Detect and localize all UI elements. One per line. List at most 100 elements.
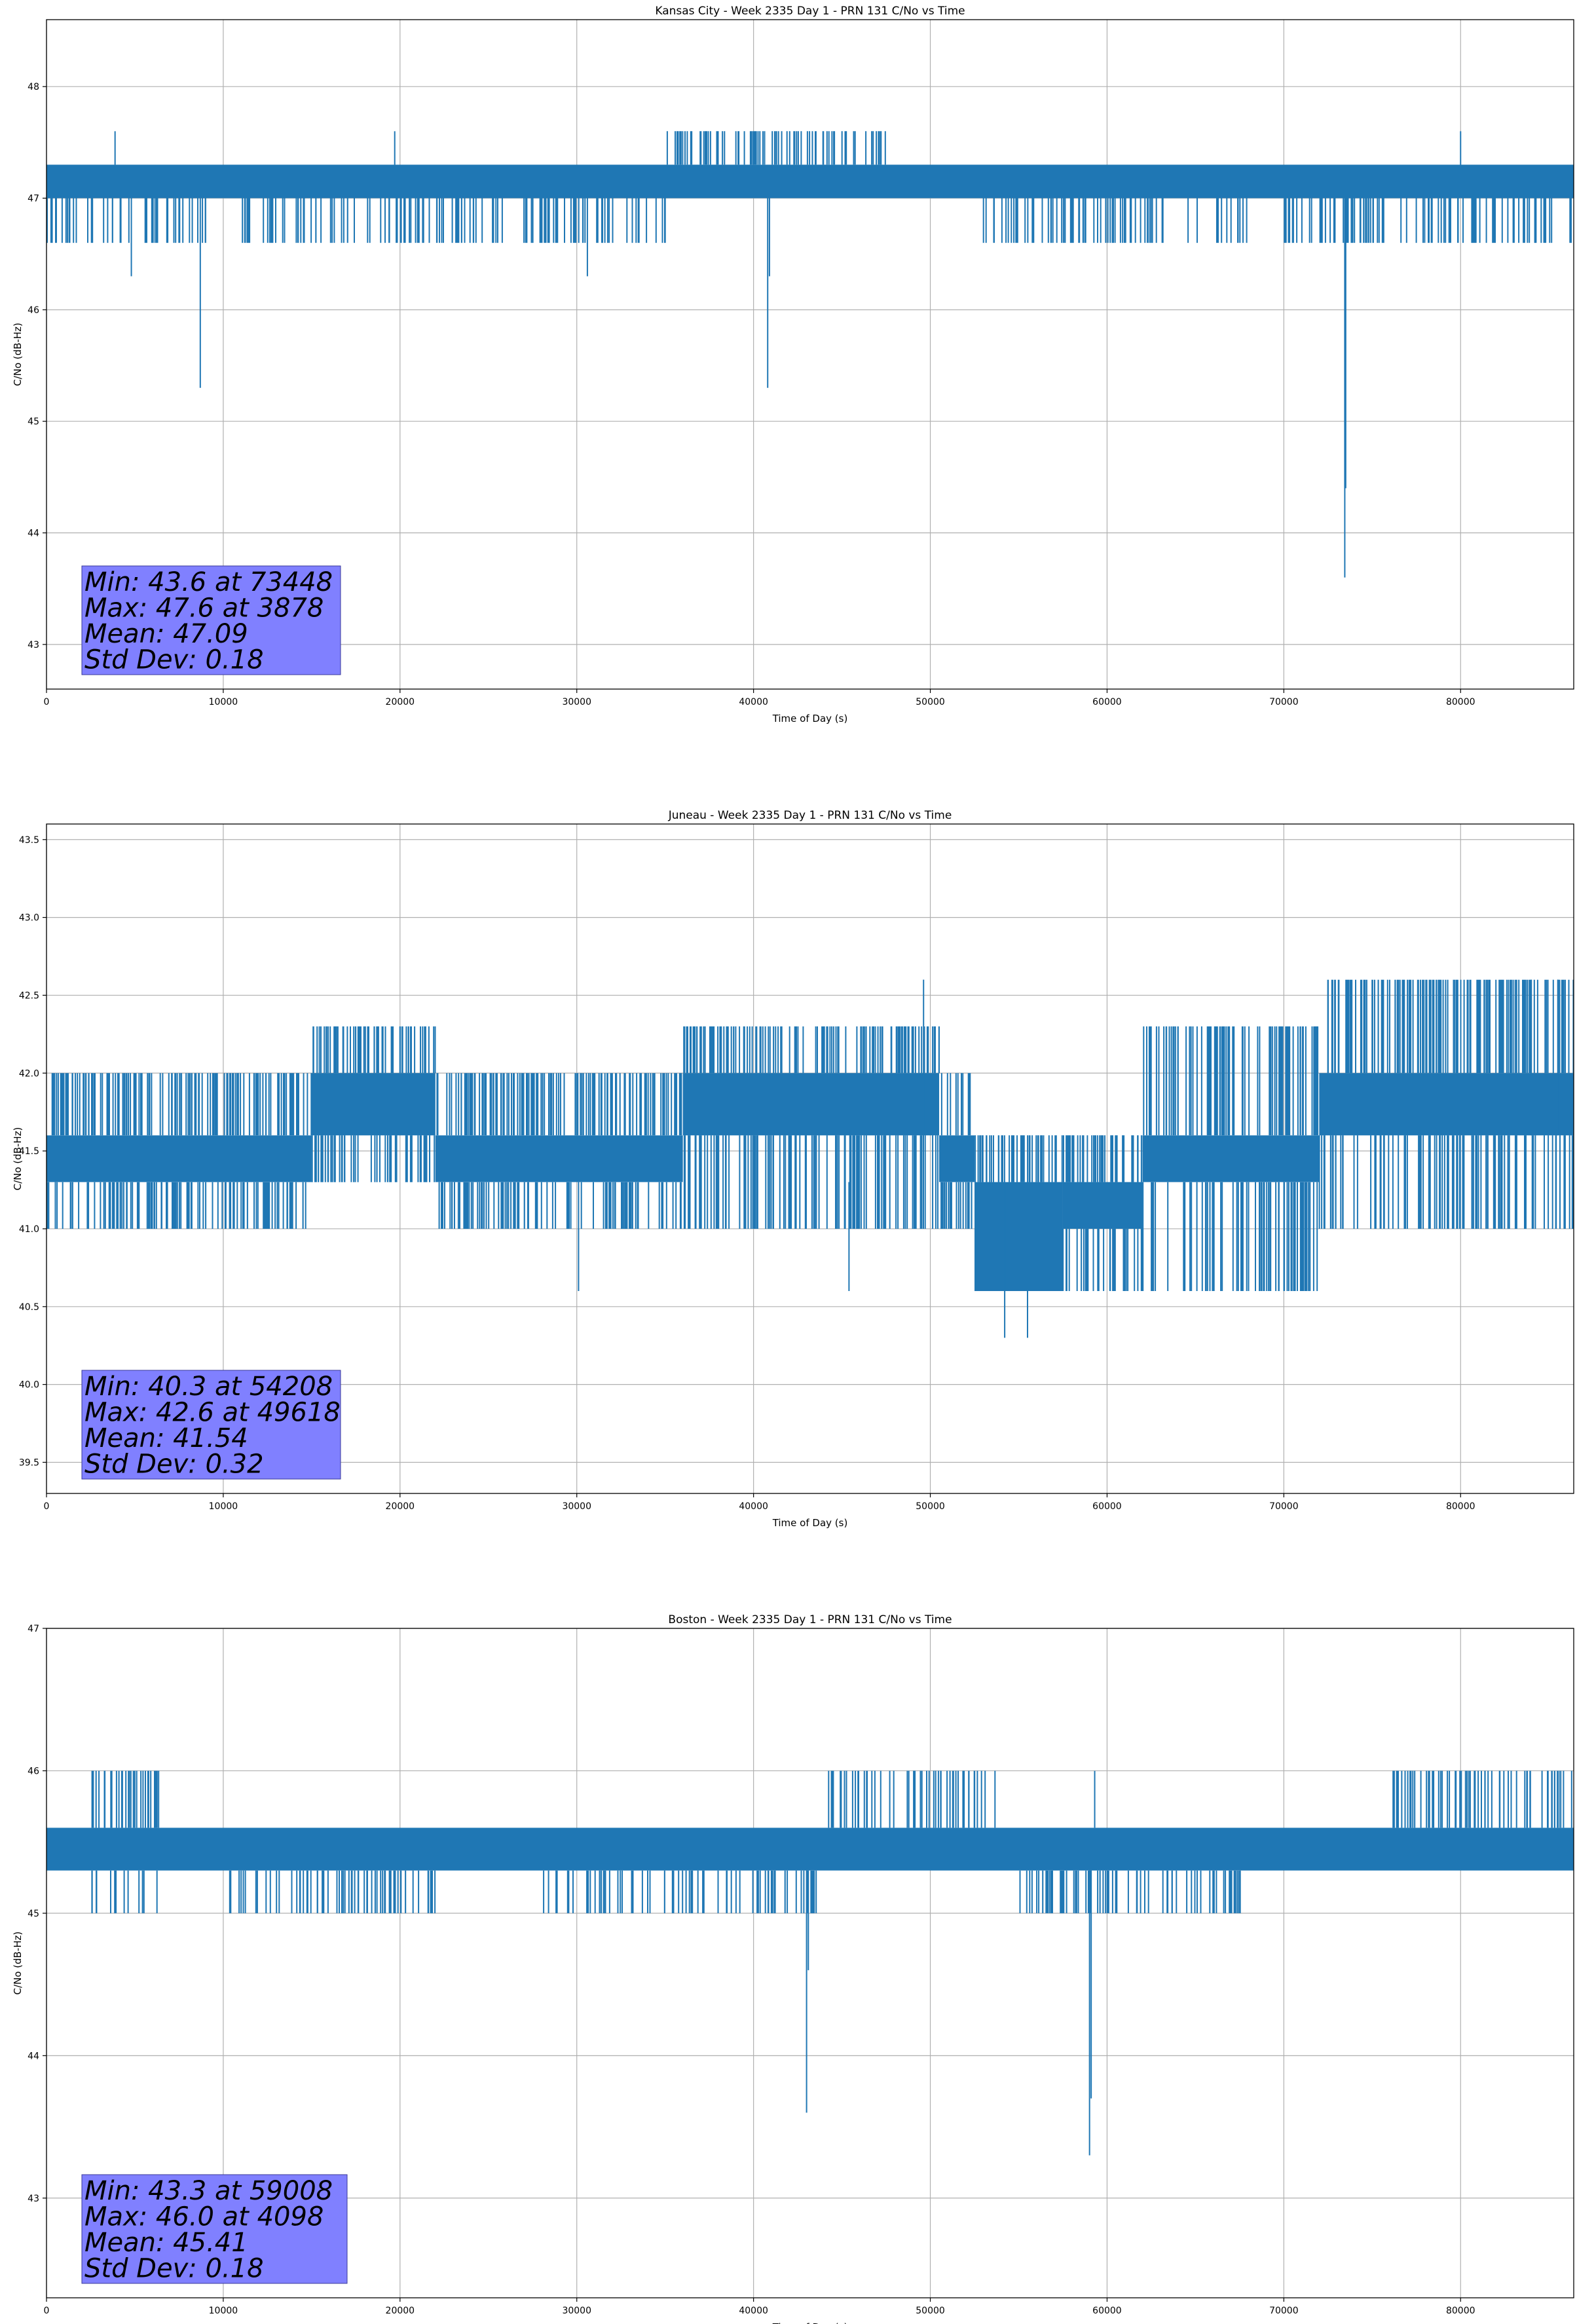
y-tick-label: 43 <box>28 2194 39 2204</box>
ticks: 0 10000 20000 30000 40000 50000 60000 70000 8000… <box>28 1624 1475 2316</box>
y-tick-label: 44 <box>28 2051 39 2061</box>
y-tick-label: 48 <box>28 82 39 92</box>
x-tick-label: 70000 <box>1269 697 1299 707</box>
chart-panel-2: 0 10000 20000 30000 40000 50000 60000 70000 8000… <box>12 809 1574 1529</box>
x-tick-label: 0 <box>44 1501 50 1512</box>
stats-max: Max: 47.6 at 3878 <box>84 593 324 624</box>
y-tick-label: 43.5 <box>19 835 39 846</box>
y-tick-label: 46 <box>28 305 39 316</box>
x-axis-label: Time of Day (s) <box>772 2321 848 2324</box>
series-noise <box>46 979 1574 1291</box>
x-tick-label: 80000 <box>1446 2306 1475 2316</box>
series-core-band <box>1062 1182 1143 1229</box>
x-tick-label: 50000 <box>916 2306 945 2316</box>
x-tick-label: 0 <box>44 697 50 707</box>
y-tick-label: 43 <box>28 640 39 650</box>
y-tick-label: 47 <box>28 1624 39 1634</box>
y-tick-label: 40.0 <box>19 1380 39 1391</box>
x-tick-label: 30000 <box>562 697 591 707</box>
series-core-band <box>974 1182 1063 1292</box>
stats-min: Min: 43.3 at 59008 <box>84 2176 333 2206</box>
y-tick-label: 42.5 <box>19 990 39 1001</box>
x-tick-label: 70000 <box>1269 2306 1299 2316</box>
x-tick-label: 60000 <box>1092 697 1122 707</box>
series-noise <box>91 1771 1572 1913</box>
x-tick-label: 50000 <box>916 697 945 707</box>
stats-max: Max: 42.6 at 49618 <box>84 1398 341 1428</box>
y-tick-label: 47 <box>28 194 39 204</box>
series-core-band <box>1142 1135 1320 1182</box>
y-tick-label: 43.0 <box>19 913 39 924</box>
series-core-band <box>682 1073 940 1136</box>
x-tick-label: 20000 <box>386 2306 415 2316</box>
y-tick-label: 45 <box>28 1909 39 1919</box>
x-tick-label: 40000 <box>739 2306 768 2316</box>
x-axis-label: Time of Day (s) <box>772 713 848 724</box>
chart-title: Boston - Week 2335 Day 1 - PRN 131 C/No … <box>668 1613 952 1626</box>
y-tick-label: 42.0 <box>19 1068 39 1079</box>
stats-mean: Mean: 47.09 <box>84 619 248 649</box>
y-tick-label: 39.5 <box>19 1457 39 1468</box>
x-tick-label: 30000 <box>562 2306 591 2316</box>
x-tick-label: 10000 <box>209 697 238 707</box>
x-axis-label: Time of Day (s) <box>772 1517 848 1529</box>
series-noise <box>46 131 1572 243</box>
chart-panel-1: 0 10000 20000 30000 40000 50000 60000 70000 8000… <box>12 5 1574 724</box>
x-tick-label: 80000 <box>1446 1501 1475 1512</box>
y-tick-label: 40.5 <box>19 1302 39 1313</box>
x-tick-label: 0 <box>44 2306 50 2316</box>
x-tick-label: 10000 <box>209 1501 238 1512</box>
series-core-band <box>1319 1073 1574 1136</box>
stats-box-background <box>81 2174 348 2284</box>
x-tick-label: 80000 <box>1446 697 1475 707</box>
y-tick-label: 41.0 <box>19 1224 39 1235</box>
stats-max: Max: 46.0 at 4098 <box>84 2202 324 2232</box>
x-tick-label: 50000 <box>916 1501 945 1512</box>
x-tick-label: 20000 <box>386 1501 415 1512</box>
chart-title: Juneau - Week 2335 Day 1 - PRN 131 C/No … <box>668 809 952 822</box>
ticks: 0 10000 20000 30000 40000 50000 60000 70000 8000… <box>19 835 1475 1512</box>
chart-panel-3: 0 10000 20000 30000 40000 50000 60000 70000 8000… <box>12 1613 1574 2324</box>
x-tick-label: 20000 <box>386 697 415 707</box>
stats-box-background <box>81 1370 341 1480</box>
stats-std: Std Dev: 0.18 <box>84 645 264 675</box>
x-tick-label: 60000 <box>1092 1501 1122 1512</box>
stats-min: Min: 43.6 at 73448 <box>84 567 333 597</box>
chart-title: Kansas City - Week 2335 Day 1 - PRN 131 … <box>655 5 965 18</box>
axes-frame <box>46 823 1574 1494</box>
stats-min: Min: 40.3 at 54208 <box>84 1372 333 1402</box>
axes-frame <box>46 1628 1574 2298</box>
series-core-band <box>46 164 1574 198</box>
y-tick-label: 45 <box>28 417 39 427</box>
x-tick-label: 70000 <box>1269 1501 1299 1512</box>
y-axis-label: C/No (dB-Hz) <box>12 1127 24 1191</box>
series-core-band <box>46 1827 1574 1871</box>
series-core-band <box>311 1073 436 1136</box>
y-tick-label: 46 <box>28 1766 39 1776</box>
x-tick-label: 10000 <box>209 2306 238 2316</box>
stats-box-background <box>81 565 341 675</box>
y-axis-label: C/No (dB-Hz) <box>12 1932 24 1995</box>
x-tick-label: 30000 <box>562 1501 591 1512</box>
series-core-band <box>435 1135 683 1182</box>
cno-series <box>46 1771 1574 2156</box>
ticks: 0 10000 20000 30000 40000 50000 60000 70000 8000… <box>28 82 1475 707</box>
y-tick-label: 44 <box>28 529 39 539</box>
y-axis-label: C/No (dB-Hz) <box>12 323 24 386</box>
axes-frame <box>46 19 1574 690</box>
stats-mean: Mean: 45.41 <box>84 2228 248 2258</box>
cno-series <box>46 979 1574 1338</box>
stats-std: Std Dev: 0.18 <box>84 2254 264 2284</box>
stats-mean: Mean: 41.54 <box>84 1423 248 1453</box>
cno-series <box>46 131 1574 578</box>
series-core-band <box>939 1135 975 1182</box>
stats-std: Std Dev: 0.32 <box>84 1450 264 1480</box>
y-tick-label: 41.5 <box>19 1146 39 1157</box>
series-core-band <box>46 1135 312 1182</box>
x-tick-label: 60000 <box>1092 2306 1122 2316</box>
x-tick-label: 40000 <box>739 697 768 707</box>
